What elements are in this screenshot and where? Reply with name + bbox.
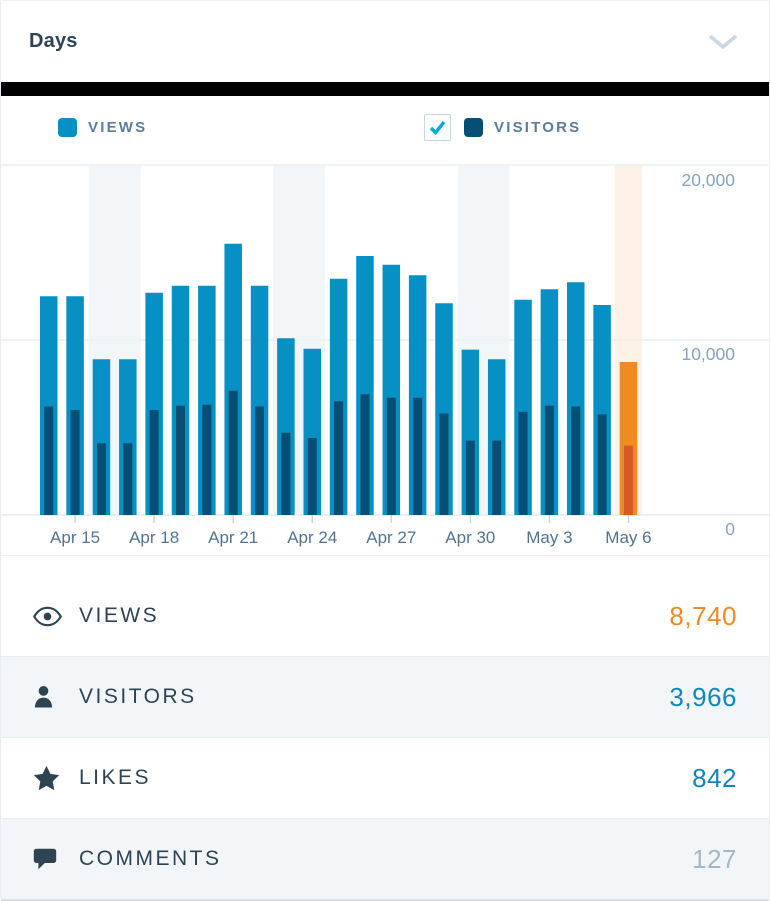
summary-row-label: COMMENTS — [79, 847, 222, 870]
visitors-bar[interactable] — [44, 406, 54, 516]
x-axis-label: Apr 21 — [208, 528, 258, 547]
x-axis-label: Apr 30 — [445, 528, 495, 547]
visitors-bar[interactable] — [176, 405, 185, 515]
visitors-bar[interactable] — [202, 404, 212, 515]
chart-bar-apr-15[interactable] — [66, 296, 84, 515]
chart-bar-apr-16[interactable] — [92, 359, 111, 515]
comment-icon — [33, 848, 65, 870]
summary-row-views[interactable]: VIEWS 8,740 — [1, 576, 769, 656]
views-visitors-chart: Apr 15 Apr 18 Apr 21 Apr 24 Apr 27 Apr 30 May … — [1, 159, 770, 555]
visitors-checkbox[interactable] — [424, 114, 451, 141]
y-axis-label: 10,000 — [681, 344, 735, 364]
chart-bar-may-6[interactable] — [619, 362, 638, 515]
chart-bar-apr-24[interactable] — [303, 348, 322, 515]
chart-bar-may-2[interactable] — [514, 299, 532, 515]
visitors-bar[interactable] — [386, 397, 396, 515]
chart-bar-apr-22[interactable] — [250, 285, 269, 516]
summary-row-label: VISITORS — [79, 685, 197, 708]
summary-row-value: 842 — [692, 762, 737, 793]
x-axis-label: Apr 27 — [366, 528, 416, 547]
visitors-bar[interactable] — [544, 405, 554, 515]
eye-icon — [33, 606, 65, 627]
x-axis-label: Apr 24 — [287, 528, 337, 547]
visitors-bar[interactable] — [123, 443, 133, 515]
legend-visitors-label: VISITORS — [494, 119, 582, 136]
summary-list: VIEWS 8,740 VISITORS 3,966 LIKES 842 COM… — [1, 555, 769, 899]
chart-bar-apr-26[interactable] — [356, 256, 374, 515]
visitors-bar[interactable] — [518, 411, 528, 515]
chart-legend: VIEWS VISITORS — [1, 96, 769, 159]
summary-row-value: 8,740 — [669, 600, 737, 631]
chart-bar-apr-25[interactable] — [329, 278, 348, 515]
x-axis-label: May 6 — [605, 528, 651, 547]
chart-bar-apr-27[interactable] — [382, 264, 401, 515]
y-axis-label: 0 — [725, 519, 735, 539]
chart-bar-apr-20[interactable] — [198, 285, 216, 515]
visitors-bar[interactable] — [571, 406, 581, 516]
summary-row-value: 3,966 — [669, 681, 737, 712]
chart-bar-apr-14[interactable] — [40, 296, 58, 515]
chart-bar-apr-28[interactable] — [408, 275, 427, 515]
chart-bar-apr-19[interactable] — [171, 285, 190, 515]
summary-row-label: LIKES — [79, 766, 152, 789]
legend-views-label: VIEWS — [88, 119, 148, 136]
section-divider — [1, 82, 769, 96]
visitors-color-swatch — [464, 118, 483, 137]
chart-bar-apr-30[interactable] — [461, 349, 480, 515]
summary-row-comments[interactable]: COMMENTS 127 — [1, 818, 769, 899]
period-header: Days — [1, 1, 769, 82]
checkmark-icon — [429, 120, 446, 135]
summary-row-likes[interactable]: LIKES 842 — [1, 737, 769, 818]
summary-row-visitors[interactable]: VISITORS 3,966 — [1, 656, 769, 737]
visitors-bar[interactable] — [96, 443, 106, 515]
chart-bar-may-3[interactable] — [540, 289, 559, 515]
visitors-bar[interactable] — [623, 445, 633, 515]
collapse-button[interactable] — [707, 33, 739, 51]
chart-bar-apr-17[interactable] — [119, 359, 137, 515]
visitors-bar[interactable] — [465, 440, 475, 515]
visitors-bar[interactable] — [281, 432, 291, 515]
summary-row-value: 127 — [692, 843, 737, 874]
y-axis-label: 20,000 — [681, 170, 735, 190]
x-axis-label: Apr 18 — [129, 528, 179, 547]
visitors-bar[interactable] — [255, 406, 265, 516]
x-axis-label: Apr 15 — [50, 528, 100, 547]
visitors-bar[interactable] — [228, 390, 238, 515]
user-icon — [33, 685, 65, 709]
visitors-bar[interactable] — [334, 401, 344, 515]
chart-bar-may-1[interactable] — [487, 359, 506, 515]
summary-row-label: VIEWS — [79, 604, 160, 627]
visitors-bar[interactable] — [492, 440, 502, 515]
visitors-bar[interactable] — [413, 397, 423, 515]
legend-item-visitors: VISITORS — [424, 96, 581, 159]
chart-bar-apr-29[interactable] — [435, 303, 453, 515]
views-color-swatch — [58, 118, 77, 137]
chart-bar-apr-21[interactable] — [224, 243, 242, 515]
period-title: Days — [29, 30, 78, 52]
chart-bar-may-5[interactable] — [593, 305, 611, 515]
visitors-bar[interactable] — [307, 438, 317, 515]
visitors-bar[interactable] — [597, 414, 607, 515]
chart-bar-may-4[interactable] — [567, 282, 585, 515]
chart-bar-apr-23[interactable] — [277, 338, 295, 515]
visitors-bar[interactable] — [439, 413, 449, 516]
visitors-bar[interactable] — [70, 410, 80, 515]
chart-bar-apr-18[interactable] — [145, 292, 163, 515]
x-axis-label: May 3 — [526, 528, 572, 547]
visitors-bar[interactable] — [149, 410, 159, 515]
star-icon — [33, 765, 65, 791]
chevron-down-icon — [708, 34, 738, 49]
legend-item-views: VIEWS — [58, 96, 147, 159]
visitors-bar[interactable] — [360, 394, 370, 515]
